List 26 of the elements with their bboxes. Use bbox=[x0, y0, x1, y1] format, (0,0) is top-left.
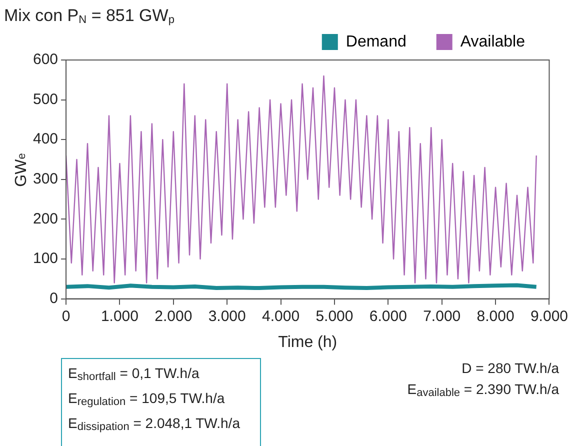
x-tick-label: 4.000 bbox=[262, 308, 300, 325]
chart-title: Mix con P$_{N}$ = 851 GW$_{p}$ bbox=[4, 6, 174, 26]
y-tick-label: 600 bbox=[32, 51, 58, 68]
x-tick-label: 8.000 bbox=[476, 308, 514, 325]
y-tick-label: 500 bbox=[32, 90, 58, 108]
x-tick-label: 1.000 bbox=[100, 308, 138, 325]
text: E$_{dissipation}$ = 2.048,1 TW.h/a bbox=[68, 414, 241, 435]
legend-label: Available bbox=[460, 33, 526, 50]
x-tick-label: 9.000 bbox=[530, 308, 568, 325]
x-tick-label: 2.000 bbox=[154, 308, 192, 325]
y-tick-label: 100 bbox=[32, 250, 58, 268]
x-tick-label: 6.000 bbox=[369, 308, 407, 325]
legend-label: Demand bbox=[346, 33, 406, 50]
text: E$_{available}$ = 2.390 TW.h/a bbox=[407, 380, 559, 401]
x-axis-title: Time (h) bbox=[278, 334, 338, 351]
y-tick-label: 0 bbox=[50, 290, 58, 307]
x-tick-label: 5.000 bbox=[316, 308, 354, 325]
y-tick-label: 300 bbox=[32, 170, 58, 188]
text: E$_{shortfall}$ = 0,1 TW.h/a bbox=[68, 364, 200, 385]
x-tick-label: 0 bbox=[62, 308, 70, 325]
x-tick-label: 3.000 bbox=[208, 308, 246, 325]
text: D = 280 TW.h/a bbox=[460, 359, 559, 378]
y-tick-label: 400 bbox=[32, 130, 58, 148]
y-tick-label: 200 bbox=[32, 210, 58, 228]
text: E$_{regulation}$ = 109,5 TW.h/a bbox=[68, 389, 226, 410]
x-tick-label: 7.000 bbox=[423, 308, 461, 325]
